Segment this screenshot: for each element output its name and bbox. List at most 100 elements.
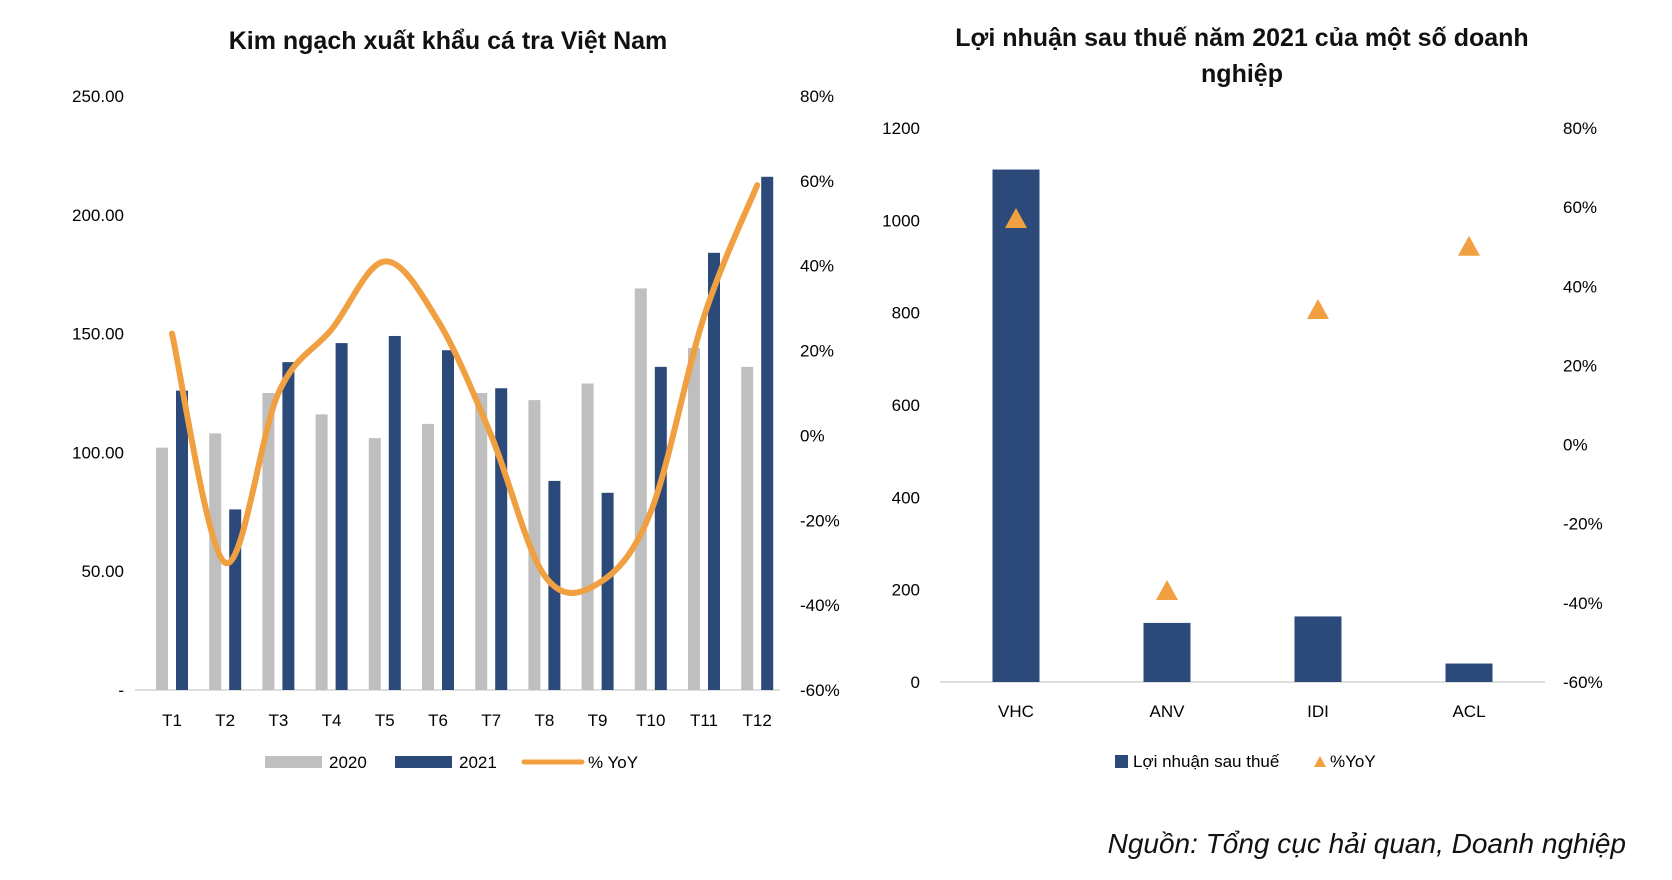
- x-tick-label: T8: [534, 711, 554, 730]
- bar-2020: [156, 447, 168, 690]
- right-tick-label: 20%: [1563, 356, 1597, 375]
- yoy-marker: [1307, 299, 1329, 320]
- left-tick-label: 600: [892, 396, 920, 415]
- export-chart: Kim ngạch xuất khẩu cá tra Việt Nam - 50.…: [72, 27, 840, 772]
- bar-profit: [992, 169, 1040, 683]
- x-tick-label: T5: [375, 711, 395, 730]
- left-axis-ticks: 0 200 400 600 800 1000 1200: [882, 119, 920, 692]
- bar-profit: [1445, 663, 1493, 682]
- x-tick-label: ACL: [1452, 702, 1485, 721]
- bar-2020: [262, 393, 275, 690]
- bar-profit: [1143, 622, 1191, 682]
- right-tick-label: -40%: [1563, 594, 1603, 613]
- right-tick-label: 40%: [1563, 277, 1597, 296]
- left-tick-label: 50.00: [81, 562, 124, 581]
- bar-2021: [495, 388, 508, 690]
- right-tick-label: 80%: [800, 87, 834, 106]
- left-tick-label: 1000: [882, 211, 920, 230]
- legend-swatch-profit: [1115, 755, 1128, 768]
- bar-2020: [422, 423, 434, 690]
- right-tick-label: -60%: [800, 681, 840, 700]
- right-tick-label: -20%: [1563, 515, 1603, 534]
- legend: Lợi nhuận sau thuế %YoY: [1115, 752, 1376, 771]
- x-tick-label: T2: [215, 711, 235, 730]
- legend: 2020 2021 % YoY: [265, 753, 638, 772]
- left-tick-label: 800: [892, 304, 920, 323]
- x-tick-label: T1: [162, 711, 182, 730]
- bar-2021: [761, 176, 774, 690]
- left-tick-label: 400: [892, 488, 920, 507]
- left-tick-label: -: [118, 681, 124, 700]
- right-axis-ticks: -60% -40% -20% 0% 20% 40% 60% 80%: [1563, 119, 1603, 692]
- bar-2021: [388, 335, 401, 690]
- bar-2020: [209, 433, 222, 690]
- bars-group: [156, 176, 774, 691]
- bar-2021: [601, 492, 614, 690]
- right-tick-label: 80%: [1563, 119, 1597, 138]
- yoy-marker: [1005, 208, 1027, 229]
- left-tick-label: 100.00: [72, 443, 124, 462]
- right-tick-label: 40%: [800, 257, 834, 276]
- legend-label-yoy: % YoY: [588, 753, 638, 772]
- bar-2021: [654, 366, 667, 690]
- x-axis-ticks: VHC ANV IDI ACL: [998, 702, 1485, 721]
- bar-2021: [176, 390, 188, 690]
- bars-group: [992, 169, 1493, 683]
- bar-2020: [368, 438, 381, 690]
- right-tick-label: 0%: [800, 426, 825, 445]
- bar-2020: [315, 414, 328, 690]
- x-tick-label: T6: [428, 711, 448, 730]
- left-tick-label: 150.00: [72, 325, 124, 344]
- right-tick-label: 60%: [800, 172, 834, 191]
- right-tick-label: 60%: [1563, 198, 1597, 217]
- left-tick-label: 1200: [882, 119, 920, 138]
- legend-label-2020: 2020: [329, 753, 367, 772]
- yoy-markers: [1005, 208, 1480, 600]
- bar-2021: [442, 350, 454, 690]
- legend-label-2021: 2021: [459, 753, 497, 772]
- x-tick-label: T4: [322, 711, 342, 730]
- profit-chart: Lợi nhuận sau thuế năm 2021 của một số d…: [882, 24, 1603, 771]
- bar-2020: [634, 288, 647, 690]
- right-tick-label: 20%: [800, 342, 834, 361]
- bar-2021: [335, 343, 348, 690]
- right-tick-label: -60%: [1563, 673, 1603, 692]
- yoy-line: [169, 182, 761, 596]
- x-tick-label: T9: [588, 711, 608, 730]
- bar-2020: [688, 347, 700, 690]
- legend-swatch-yoy: [1314, 756, 1326, 767]
- yoy-marker: [1156, 579, 1178, 600]
- legend-swatch-2021: [395, 756, 452, 768]
- x-tick-label: T3: [268, 711, 288, 730]
- x-tick-label: T12: [743, 711, 772, 730]
- left-tick-label: 200.00: [72, 206, 124, 225]
- left-tick-label: 0: [911, 673, 920, 692]
- chart-title: Kim ngạch xuất khẩu cá tra Việt Nam: [229, 27, 668, 55]
- x-tick-label: IDI: [1307, 702, 1329, 721]
- bar-2020: [528, 400, 541, 690]
- legend-swatch-2020: [265, 756, 322, 768]
- right-tick-label: -40%: [800, 596, 840, 615]
- right-axis-ticks: -60% -40% -20% 0% 20% 40% 60% 80%: [800, 87, 840, 700]
- left-tick-label: 200: [892, 581, 920, 600]
- bar-2020: [475, 393, 488, 690]
- right-tick-label: -20%: [800, 511, 840, 530]
- source-note: Nguồn: Tổng cục hải quan, Doanh nghiệp: [1107, 828, 1626, 859]
- x-tick-label: T7: [481, 711, 501, 730]
- chart-title-line-2: nghiệp: [1201, 60, 1283, 88]
- legend-label-profit: Lợi nhuận sau thuế: [1133, 752, 1280, 771]
- x-tick-label: T11: [690, 711, 718, 730]
- bar-2021: [708, 252, 720, 691]
- left-axis-ticks: - 50.00 100.00 150.00 200.00 250.00: [72, 87, 124, 700]
- x-tick-label: ANV: [1150, 702, 1186, 721]
- bar-2021: [282, 362, 295, 690]
- bar-2020: [581, 383, 594, 690]
- bar-profit: [1294, 616, 1342, 682]
- x-axis-ticks: T1 T2 T3 T4 T5 T6 T7 T8 T9 T10 T11 T12: [162, 711, 772, 730]
- yoy-marker: [1458, 235, 1480, 256]
- bar-2020: [741, 366, 754, 690]
- x-tick-label: T10: [636, 711, 665, 730]
- chart-title-line-1: Lợi nhuận sau thuế năm 2021 của một số d…: [955, 24, 1528, 52]
- right-tick-label: 0%: [1563, 436, 1588, 455]
